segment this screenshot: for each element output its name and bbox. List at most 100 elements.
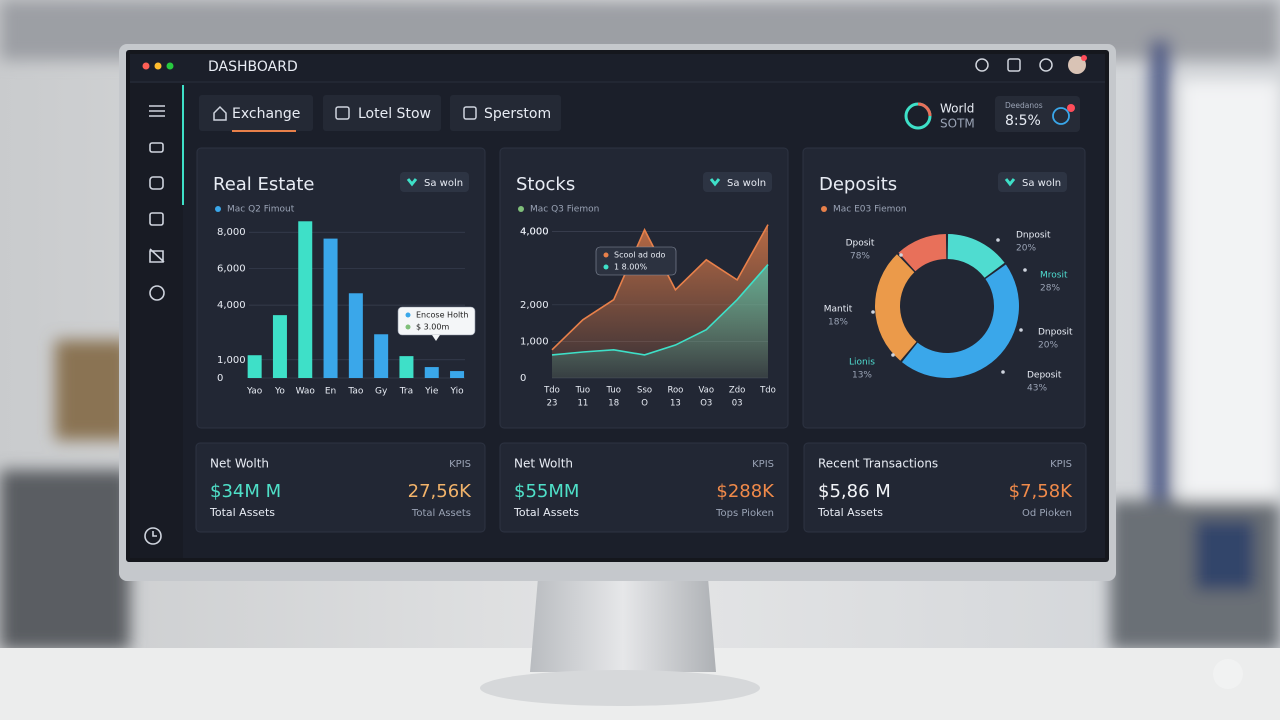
kpi-card [195, 442, 486, 533]
legend-label: Mac Q2 Fimout [227, 205, 295, 215]
tooltip-dot [603, 264, 609, 270]
rate-value: 8:5% [1005, 113, 1041, 129]
tooltip [595, 246, 677, 276]
donut-segment [947, 234, 1005, 278]
sidebar-icons[interactable] [144, 105, 165, 545]
callout-label: Mrosit [1040, 271, 1068, 281]
tooltip-text: $ 3.00m [416, 323, 449, 332]
tooltip-title: Scool ad odo [614, 251, 666, 260]
kpi-title: Recent Transactions [818, 457, 938, 471]
tooltip-dot [603, 252, 609, 258]
avatar[interactable] [1068, 56, 1086, 74]
callout-label: Lionis [849, 358, 875, 368]
panel-title: Stocks [516, 174, 575, 195]
x-tick-label: O3 [700, 399, 712, 409]
x-tick-label: Yie [424, 387, 439, 397]
bar [450, 371, 465, 378]
x-tick-label: En [325, 387, 336, 397]
badge[interactable] [400, 172, 469, 192]
kpi-title: Net Wolth [210, 457, 269, 471]
x-tick-label: Tuo [605, 386, 621, 396]
x-tick-label: Gy [375, 387, 388, 397]
kpi-value: $7,58K [1009, 481, 1074, 502]
callout-value: 43% [1027, 384, 1047, 394]
x-tick-label: Tao [347, 387, 364, 397]
callout-dot [891, 353, 895, 357]
window-dot [142, 62, 150, 70]
tab-label[interactable]: Lotel Stow [358, 106, 431, 122]
area [552, 264, 768, 378]
tab[interactable] [450, 95, 561, 131]
bar [424, 367, 439, 378]
x-tick-label: 03 [732, 399, 743, 409]
sidebar [130, 83, 183, 558]
icon[interactable] [1007, 58, 1021, 72]
kpi-card [803, 442, 1087, 533]
notification-dot [1081, 55, 1087, 61]
bar [298, 221, 313, 378]
kpi-label: Total Assets [513, 506, 579, 519]
line [551, 264, 769, 356]
kpi-tag: KPIS [449, 459, 471, 470]
panel-title: Deposits [819, 174, 897, 195]
callout-value: 28% [1040, 284, 1060, 294]
x-tick-label: Tdo [759, 386, 776, 396]
kpi-value: $55MM [514, 481, 579, 502]
callout-label: Dposit [846, 239, 875, 249]
callout-value: 78% [850, 252, 870, 262]
tab[interactable] [323, 95, 441, 131]
callout-dot [1023, 268, 1027, 272]
kpi-title: Net Wolth [514, 457, 573, 471]
donut-segment [901, 264, 1019, 379]
callout-value: 13% [852, 371, 872, 381]
icon[interactable] [1039, 58, 1053, 72]
x-tick-label: Yao [246, 387, 263, 397]
y-tick-label: 4,000 [217, 300, 246, 311]
badge-label: Sa woln [1022, 178, 1061, 189]
callout-value: 20% [1038, 341, 1058, 351]
badge-label: Sa woln [424, 178, 463, 189]
x-tick-label: Zdo [729, 386, 745, 396]
tooltip-title: Encose Holth [416, 311, 468, 320]
charts: Real Estate Sa woln Mac Q2 Fimout 8,000 6,00… [213, 172, 1073, 409]
badge-icon [1004, 178, 1016, 187]
rate-dot [1067, 104, 1075, 112]
window-dot [154, 62, 162, 70]
tab-icons [213, 105, 477, 121]
badge[interactable] [998, 172, 1067, 192]
x-tick-label: 18 [608, 399, 619, 409]
world-ring-part [917, 102, 932, 117]
callout-value: 18% [828, 318, 848, 328]
tooltip-dot [405, 312, 411, 318]
tab[interactable] [199, 95, 313, 131]
monitor-stand [530, 578, 716, 672]
dashboard-title: DASHBOARD [208, 59, 298, 75]
x-tick-label: 13 [670, 399, 681, 409]
x-tick-label: Wao [296, 387, 316, 397]
x-tick-label: Vao [698, 386, 714, 396]
x-tick-label: O [641, 399, 648, 409]
callout-label: Deposit [1027, 371, 1062, 381]
y-tick-label: 0 [520, 373, 526, 384]
bar [323, 238, 338, 378]
icon[interactable] [975, 58, 989, 72]
badge-icon [406, 178, 418, 187]
world-title: World [940, 102, 974, 116]
x-tick-label: Tra [399, 387, 413, 397]
badge[interactable] [703, 172, 772, 192]
kpi-card [499, 442, 789, 533]
y-tick-label: 0 [217, 373, 223, 384]
kpi-label: Total Assets [817, 506, 883, 519]
callout-dot [899, 253, 903, 257]
kpi-label: Tops Pioken [715, 508, 774, 519]
tab-label[interactable]: Exchange [232, 106, 300, 122]
bar [399, 356, 414, 378]
bar [348, 293, 363, 378]
legend-dot [518, 206, 524, 212]
tab-label[interactable]: Sperstom [484, 106, 551, 122]
monitor-base [480, 670, 760, 706]
x-tick-label: Sso [637, 386, 652, 396]
y-tick-label: 4,000 [520, 227, 549, 238]
